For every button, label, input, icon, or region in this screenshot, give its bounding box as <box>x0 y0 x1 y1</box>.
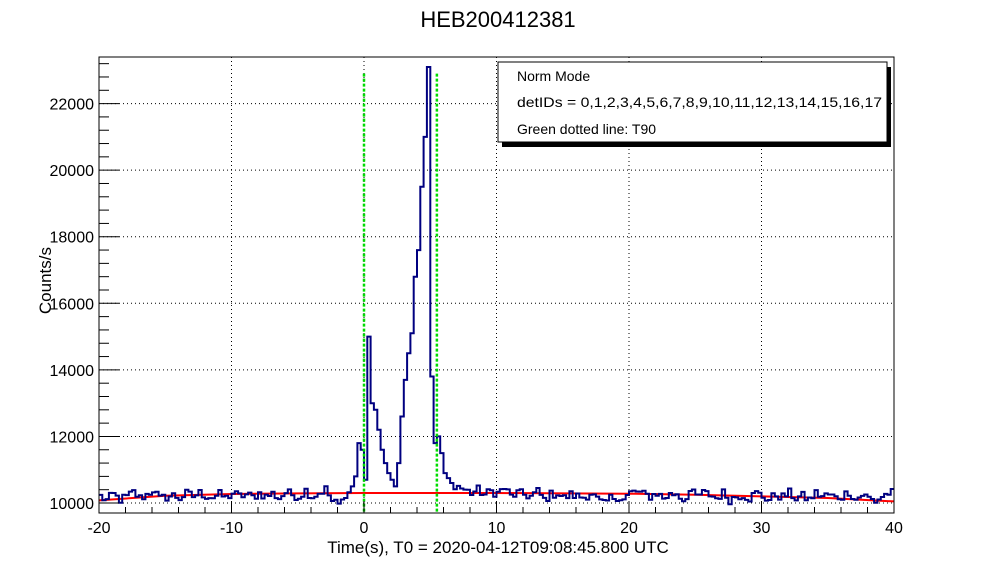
x-tick-label: -20 <box>87 520 110 537</box>
y-tick-label: 22000 <box>50 97 95 114</box>
legend-box <box>497 61 888 143</box>
y-tick-label: 10000 <box>50 496 95 513</box>
legend-entry-t90: Green dotted line: T90 <box>517 121 656 137</box>
x-axis-label: Time(s), T0 = 2020-04-12T09:08:45.800 UT… <box>327 538 669 557</box>
legend: Norm Mode detIDs = 0,1,2,3,4,5,6,7,8,9,1… <box>497 61 891 147</box>
legend-entry-detids: detIDs = 0,1,2,3,4,5,6,7,8,9,10,11,12,13… <box>517 94 882 110</box>
x-tick-label: -10 <box>220 520 243 537</box>
axis-tick-labels: -20 -10 0 10 20 30 40 10000 12000 14000 16000 18000… <box>50 97 904 537</box>
x-tick-label: 10 <box>488 520 506 537</box>
t90-markers <box>362 73 439 513</box>
y-tick-label: 12000 <box>50 429 95 446</box>
y-tick-label: 14000 <box>50 363 95 380</box>
lightcurve-series <box>99 66 894 506</box>
lightcurve-path <box>99 66 894 506</box>
x-tick-label: 30 <box>753 520 771 537</box>
x-tick-label: 0 <box>360 520 369 537</box>
y-axis-label: Counts/s <box>36 247 55 314</box>
axis-ticks <box>98 63 895 513</box>
x-tick-label: 40 <box>885 520 903 537</box>
y-tick-label: 20000 <box>50 163 95 180</box>
x-tick-label: 20 <box>620 520 638 537</box>
y-tick-label: 16000 <box>50 296 95 313</box>
y-tick-label: 18000 <box>50 230 95 247</box>
chart-title: HEB200412381 <box>420 7 575 32</box>
legend-entry-mode: Norm Mode <box>517 68 590 84</box>
